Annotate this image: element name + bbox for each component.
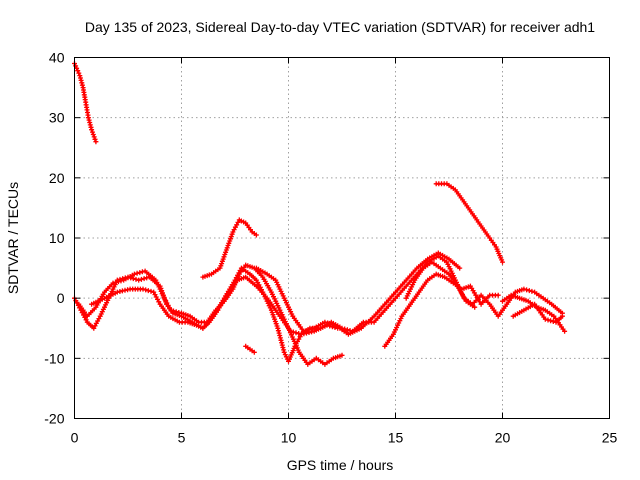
series-arc-b <box>72 253 565 364</box>
x-tick-label: 0 <box>71 430 79 446</box>
series-arc-c <box>76 262 345 367</box>
chart-title: Day 135 of 2023, Sidereal Day-to-day VTE… <box>85 19 595 35</box>
y-tick-label: 10 <box>49 230 65 246</box>
series-markers <box>253 250 463 337</box>
y-tick-label: 30 <box>49 110 65 126</box>
series-markers <box>72 61 99 145</box>
y-tick-label: 40 <box>49 50 65 66</box>
series-arc-i <box>403 259 478 310</box>
series-arc-a <box>72 61 99 145</box>
data-series <box>72 61 568 367</box>
series-arc-j <box>433 181 505 265</box>
series-markers <box>243 343 257 355</box>
x-tick-label: 5 <box>178 430 186 446</box>
series-markers <box>76 262 345 367</box>
x-axis-label: GPS time / hours <box>287 457 394 473</box>
series-arc-h <box>382 271 501 349</box>
series-arc-l <box>500 292 568 334</box>
series-markers <box>433 181 505 265</box>
series-arc-e <box>200 217 259 280</box>
series-markers <box>72 253 565 364</box>
series-markers <box>500 292 568 334</box>
series-line <box>73 254 564 363</box>
x-tick-label: 20 <box>495 430 511 446</box>
series-arc-f <box>243 343 257 355</box>
y-tick-label: 0 <box>57 290 65 306</box>
x-tick-label: 25 <box>602 430 618 446</box>
y-tick-label: -20 <box>44 411 64 427</box>
x-tick-label: 15 <box>388 430 404 446</box>
series-markers <box>200 217 259 280</box>
y-tick-label: -10 <box>44 350 64 366</box>
series-line <box>435 182 504 264</box>
axis-ticks: 0 5 10 15 20 25 -20 -10 0 10 20 30 40 <box>44 50 617 446</box>
series-markers <box>382 271 501 349</box>
y-tick-label: 20 <box>49 170 65 186</box>
series-markers <box>403 259 478 310</box>
y-axis-label: SDTVAR / TECUs <box>5 182 21 294</box>
series-arc-g <box>253 250 463 337</box>
x-tick-label: 10 <box>281 430 297 446</box>
grid <box>74 57 610 419</box>
